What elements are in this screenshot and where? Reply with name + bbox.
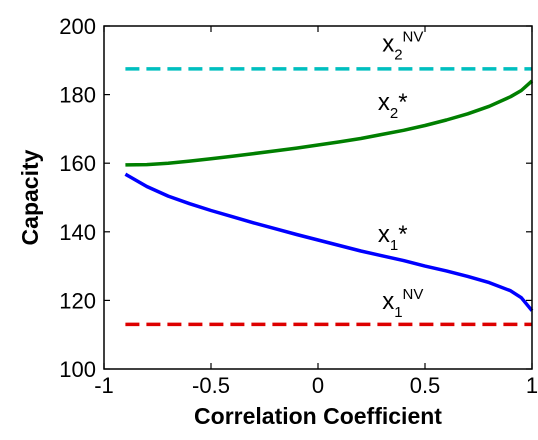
y-tick-label: 100 xyxy=(59,357,96,382)
y-tick-label: 140 xyxy=(59,220,96,245)
annotation-x1NV: x1NV xyxy=(382,286,423,321)
x-tick-label: -0.5 xyxy=(192,373,230,398)
annotation-x1star: x1* xyxy=(378,221,408,254)
x-axis-title: Correlation Coefficient xyxy=(194,403,442,429)
y-tick-label: 180 xyxy=(59,83,96,108)
y-tick-label: 200 xyxy=(59,14,96,39)
annotations-layer: x2NV x2* x1* x1NV xyxy=(378,29,423,321)
x-tick-label: -1 xyxy=(94,373,114,398)
x-tick-label: 0.5 xyxy=(410,373,441,398)
series-layer xyxy=(124,67,534,327)
annotation-x2NV: x2NV xyxy=(382,29,423,64)
annotation-x2star: x2* xyxy=(378,89,408,122)
y-tick-label: 160 xyxy=(59,151,96,176)
ticks-layer: -1 -0.5 0 0.5 1 100 120 140 160 180 200 xyxy=(59,14,538,398)
x-tick-label: 1 xyxy=(526,373,538,398)
series-line-x2star xyxy=(125,79,534,167)
series-line-x1star xyxy=(124,172,534,312)
x-tick-label: 0 xyxy=(312,373,324,398)
y-axis-title: Capacity xyxy=(17,149,43,245)
y-tick-label: 120 xyxy=(59,288,96,313)
